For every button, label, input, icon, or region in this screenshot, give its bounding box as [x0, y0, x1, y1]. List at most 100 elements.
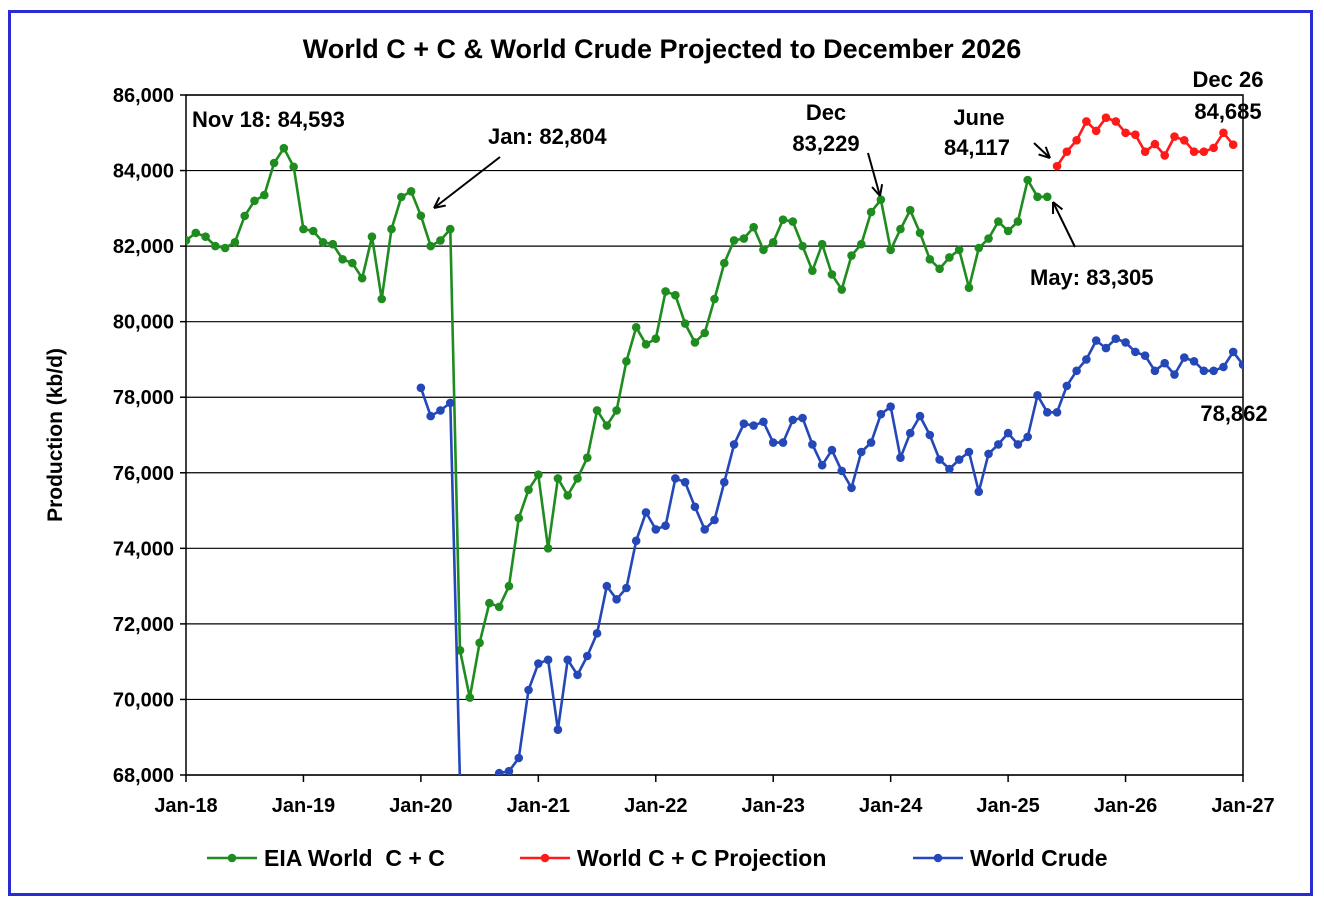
plot-border [185, 94, 1244, 776]
data-point [494, 768, 504, 775]
data-point [445, 224, 455, 234]
data-point [573, 670, 582, 680]
data-point [543, 655, 553, 665]
legend-label-2: World Crude [970, 845, 1108, 871]
data-point [759, 245, 768, 255]
data-point [240, 211, 250, 221]
x-tick-label: Jan-27 [1211, 795, 1274, 817]
data-point [994, 217, 1003, 226]
y-tick-label: 86,000 [113, 85, 174, 107]
data-point [230, 238, 240, 247]
data-point [739, 419, 749, 428]
data-point [827, 270, 837, 279]
annotation-crude_last: 78,862 [1200, 401, 1267, 426]
legend-marker-1 [540, 853, 550, 863]
data-point [445, 398, 455, 408]
data-point [905, 205, 915, 215]
data-point [945, 464, 954, 474]
arrow-dec [867, 152, 884, 197]
data-point [318, 238, 328, 247]
data-point [935, 264, 944, 274]
data-point [984, 449, 993, 459]
data-point [671, 290, 680, 300]
data-point [974, 487, 984, 496]
data-point [1160, 358, 1170, 368]
x-tick-label: Jan-22 [624, 795, 687, 817]
data-point [622, 583, 631, 593]
series-line-2 [419, 337, 1243, 775]
data-point [1072, 136, 1081, 145]
data-point [465, 693, 475, 702]
y-axis-label: Production (kb/d) [44, 348, 67, 522]
data-point [915, 228, 925, 238]
data-point [416, 383, 426, 393]
arrow-head [433, 196, 446, 209]
series-group [186, 113, 1243, 810]
data-point [1062, 147, 1072, 156]
data-point [1131, 347, 1140, 357]
data-point [338, 255, 347, 264]
data-point [534, 659, 543, 668]
data-point [641, 508, 651, 517]
data-point [1209, 366, 1218, 376]
data-point [729, 236, 739, 245]
data-point [749, 421, 758, 430]
data-point [387, 224, 396, 234]
data-point [759, 417, 768, 427]
data-point [582, 651, 592, 661]
data-point [984, 234, 993, 243]
data-point [1033, 192, 1042, 202]
y-tick-label: 70,000 [113, 689, 174, 711]
data-point [367, 232, 377, 241]
data-point [974, 243, 984, 253]
data-point [426, 241, 435, 251]
data-point [690, 502, 700, 512]
data-point [1189, 147, 1199, 156]
data-point [1228, 140, 1238, 149]
data-point [426, 411, 435, 421]
data-point [1219, 128, 1228, 138]
data-point [1042, 408, 1052, 417]
annotation-june_l1: June [953, 105, 1004, 130]
data-point [651, 525, 661, 534]
x-tick-label: Jan-21 [507, 795, 570, 817]
data-point [866, 207, 876, 217]
legend-marker-2 [933, 853, 943, 863]
data-point [651, 334, 661, 343]
y-tick-label: 76,000 [113, 463, 174, 485]
x-tick-label: Jan-25 [976, 795, 1039, 817]
data-point [357, 273, 367, 283]
arrow-shaft [867, 152, 881, 197]
data-point [397, 192, 406, 202]
data-point [485, 786, 494, 795]
data-point [602, 421, 612, 430]
y-tick-label: 80,000 [113, 312, 174, 334]
x-tick-label: Jan-24 [859, 795, 923, 817]
data-point [1228, 347, 1238, 357]
data-point [348, 258, 357, 268]
data-point [466, 793, 475, 802]
data-point [1121, 128, 1130, 138]
data-point [602, 581, 612, 591]
data-point [1052, 161, 1062, 171]
data-point [925, 430, 935, 440]
data-point [739, 234, 749, 243]
data-point [896, 453, 905, 462]
data-point [328, 239, 338, 249]
data-point [1091, 126, 1101, 136]
data-point [475, 801, 484, 810]
y-tick-label: 74,000 [113, 538, 174, 560]
data-point [964, 283, 974, 292]
data-point [406, 187, 416, 196]
data-point [719, 477, 729, 487]
data-point [837, 285, 847, 294]
y-tick-label: 78,000 [113, 387, 174, 409]
data-point [1170, 132, 1179, 141]
y-tick-label: 68,000 [113, 765, 174, 787]
data-point [504, 581, 514, 591]
annotation-dec_l1: Dec [806, 100, 846, 125]
data-point [1209, 143, 1218, 153]
data-point [269, 158, 279, 168]
data-point [749, 222, 758, 232]
